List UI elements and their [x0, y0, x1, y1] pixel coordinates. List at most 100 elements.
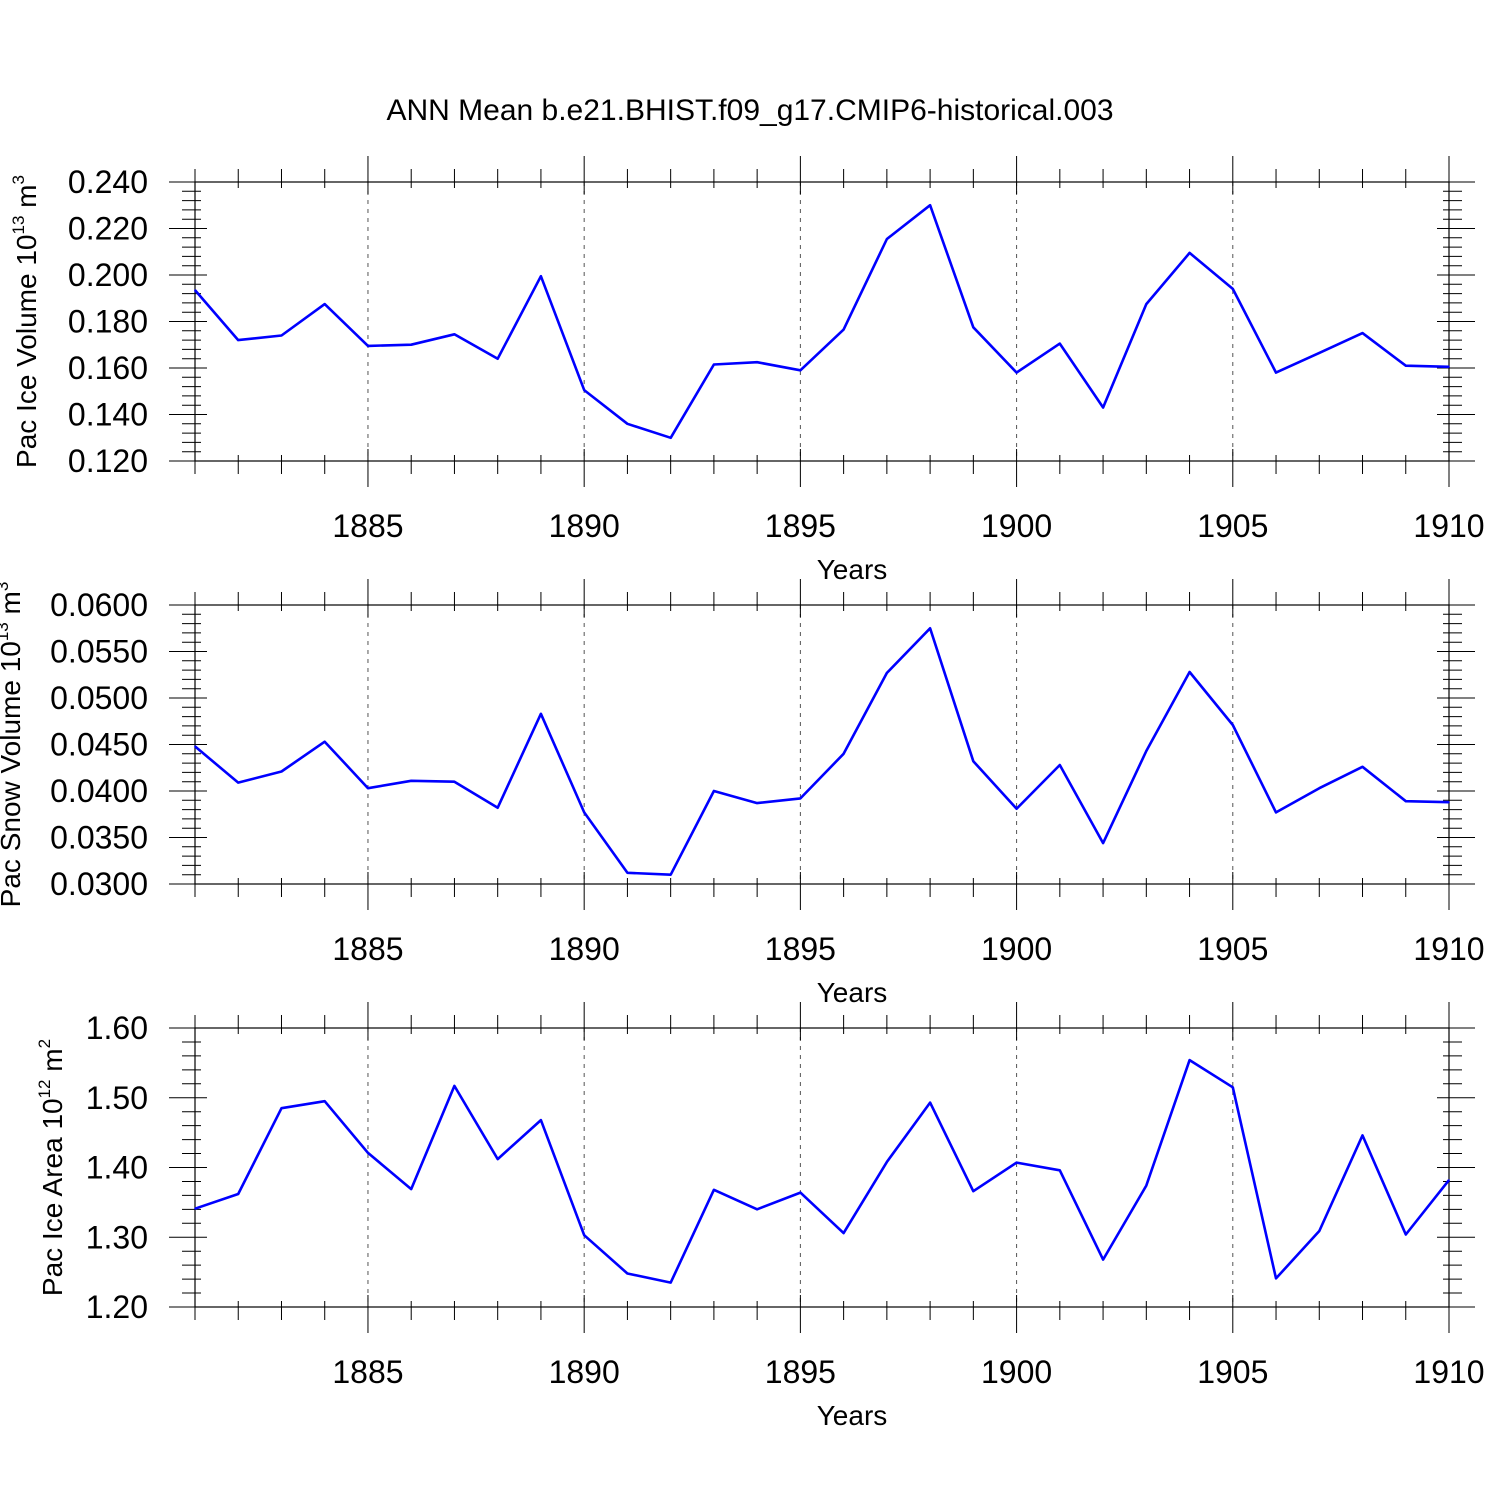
data-point	[1059, 764, 1061, 766]
data-point	[972, 1190, 975, 1193]
x-tick-label: 1885	[332, 508, 403, 544]
data-point	[1318, 1230, 1321, 1232]
y-tick-label: 1.50	[86, 1080, 148, 1116]
data-point	[1231, 1086, 1234, 1089]
data-point	[1361, 766, 1364, 768]
data-point	[886, 1161, 888, 1163]
y-axis-label: Pac Ice Volume 1013 m3	[9, 175, 42, 468]
x-tick-label: 1900	[981, 931, 1052, 967]
figure-title: ANN Mean b.e21.BHIST.f09_g17.CMIP6-histo…	[386, 94, 1113, 127]
data-point	[1188, 671, 1191, 673]
chart-panel-2: 1885 1890 1895 1900 1905 1910 0.0300 0.0350 0.04…	[0, 579, 1485, 1008]
data-point	[583, 811, 585, 814]
y-tick-label: 0.160	[68, 350, 148, 386]
y-axis-label-exponent: 12	[35, 1079, 54, 1098]
data-point	[1231, 724, 1234, 726]
data-point	[1145, 303, 1148, 305]
data-point	[799, 1191, 802, 1194]
data-point	[1145, 1184, 1148, 1187]
data-point	[1188, 1059, 1191, 1061]
data-point	[323, 303, 326, 305]
y-axis-label-unit-exponent: 3	[0, 582, 12, 591]
data-point	[713, 1189, 715, 1191]
data-point	[1275, 1277, 1277, 1280]
data-point	[1404, 1233, 1407, 1236]
x-tick-label: 1910	[1413, 931, 1484, 967]
y-axis-label-exponent: 13	[9, 216, 28, 235]
data-point	[756, 361, 758, 363]
data-point	[540, 275, 542, 277]
data-point	[496, 1158, 499, 1160]
x-axis-label: Years	[817, 977, 888, 1008]
x-tick-label: 1890	[549, 508, 620, 544]
y-tick-label: 0.140	[68, 397, 148, 433]
x-tick-label: 1890	[549, 1354, 620, 1390]
y-axis-label-exponent: 13	[0, 622, 12, 641]
data-point	[799, 797, 802, 800]
y-axis-label: Pac Ice Area 1012 m2	[35, 1039, 68, 1296]
data-point	[1404, 364, 1407, 367]
y-axis-label-unit: m	[37, 1048, 68, 1079]
data-point	[1275, 371, 1277, 374]
plot-frame	[194, 181, 1450, 462]
data-point	[669, 1281, 672, 1284]
data-point	[410, 343, 413, 346]
data-point	[713, 363, 715, 366]
data-point	[626, 423, 629, 425]
y-tick-label: 0.120	[68, 443, 148, 479]
data-point	[367, 787, 369, 790]
y-tick-label: 1.30	[86, 1219, 148, 1255]
data-point	[756, 802, 758, 804]
data-point	[367, 345, 369, 347]
y-tick-label: 0.0600	[50, 587, 148, 623]
data-point	[280, 1107, 283, 1110]
x-tick-label: 1910	[1413, 1354, 1484, 1390]
x-tick-label: 1895	[765, 508, 836, 544]
y-tick-label: 1.60	[86, 1010, 148, 1046]
data-point	[1448, 801, 1450, 803]
data-point	[1015, 1161, 1018, 1164]
data-point	[886, 672, 888, 674]
data-point	[972, 326, 975, 329]
data-point	[1102, 406, 1104, 409]
data-point	[1448, 1179, 1450, 1181]
data-point	[1015, 371, 1018, 374]
y-axis-label: Pac Snow Volume 1013 m3	[0, 582, 26, 908]
data-point	[1102, 1258, 1104, 1261]
data-point	[410, 1188, 413, 1190]
data-point	[496, 357, 499, 360]
y-tick-label: 0.0550	[50, 634, 148, 670]
data-point	[367, 1152, 369, 1154]
chart-panel-3: 1885 1890 1895 1900 1905 1910 1.20 1.30 1.40 1.50…	[35, 1002, 1485, 1431]
x-tick-label: 1900	[981, 508, 1052, 544]
data-point	[453, 780, 456, 783]
y-axis-label-unit-exponent: 3	[9, 175, 28, 184]
y-tick-label: 0.0350	[50, 820, 148, 856]
plot-frame	[194, 1027, 1450, 1308]
x-tick-label: 1895	[765, 1354, 836, 1390]
data-point	[1188, 252, 1191, 254]
data-point	[496, 806, 499, 809]
data-point	[669, 436, 672, 439]
data-point	[972, 760, 975, 763]
data-point	[842, 1232, 845, 1234]
x-tick-label: 1910	[1413, 508, 1484, 544]
chart-panel-1: 1885 1890 1895 1900 1905 1910 0.120 0.140 0.160 0…	[9, 156, 1485, 585]
y-tick-label: 1.40	[86, 1150, 148, 1186]
y-tick-label: 0.0450	[50, 727, 148, 763]
data-point	[540, 1119, 542, 1121]
x-axis-label: Years	[817, 1400, 888, 1431]
data-point	[583, 1234, 585, 1236]
y-tick-label: 0.0300	[50, 866, 148, 902]
data-point	[842, 328, 845, 331]
x-tick-label: 1900	[981, 1354, 1052, 1390]
data-point	[194, 745, 196, 748]
y-tick-label: 0.180	[68, 304, 148, 340]
data-point	[453, 1085, 456, 1087]
data-point	[323, 740, 326, 743]
data-point	[1145, 750, 1148, 752]
data-point	[626, 872, 629, 874]
x-tick-label: 1905	[1197, 508, 1268, 544]
data-point	[626, 1272, 629, 1275]
data-point	[713, 790, 715, 792]
